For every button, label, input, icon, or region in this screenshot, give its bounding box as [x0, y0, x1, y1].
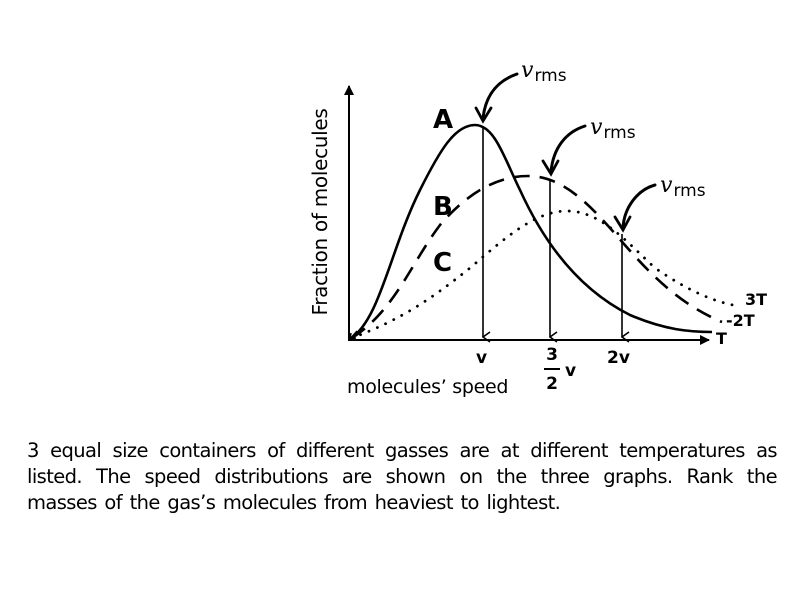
curve-b-dashed	[351, 174, 723, 340]
vrms-subscript: rms	[673, 181, 706, 201]
vrms-symbol: v	[590, 115, 603, 140]
callout-arrow-c	[621, 183, 657, 230]
temperature-label-3t: 3T	[745, 290, 768, 309]
tick-label-three-halves-v: 3 2	[544, 347, 560, 393]
fraction-bar	[544, 368, 560, 370]
vrms-annotation-c: vrms	[660, 173, 706, 200]
curve-label-b: B	[433, 192, 453, 222]
fraction-denominator: 2	[546, 374, 558, 394]
vrms-symbol: v	[660, 173, 673, 198]
fraction-numerator: 3	[546, 345, 558, 365]
temperature-label-2t: -2T	[726, 311, 755, 330]
diagram-svg	[344, 72, 740, 345]
curve-c-dotted	[350, 209, 740, 340]
curve-a-solid	[349, 123, 713, 341]
vrms-symbol: v	[521, 58, 534, 83]
tick-label-v: v	[476, 348, 488, 368]
y-axis-label: Fraction of molecules	[308, 108, 332, 316]
vrms-subscript: rms	[534, 66, 567, 86]
speed-distribution-diagram: Fraction of molecules molecules’ speed A…	[308, 58, 768, 399]
x-axis-label: molecules’ speed	[347, 376, 509, 398]
vrms-subscript: rms	[603, 123, 636, 143]
curve-label-a: A	[433, 105, 454, 135]
fraction-v: v	[565, 361, 577, 381]
vrms-annotation-a: vrms	[521, 58, 567, 85]
callout-arrow-b	[549, 124, 587, 174]
vrms-callout-arrows	[474, 72, 657, 233]
curve-label-c: C	[433, 248, 453, 278]
tick-label-2v: 2v	[607, 348, 630, 368]
question-text: 3 equal size containers of different gas…	[27, 438, 778, 514]
temperature-label-t: T	[716, 329, 727, 348]
axes	[344, 85, 710, 345]
callout-arrow-a	[481, 72, 519, 120]
vrms-drop-lines	[483, 128, 622, 337]
vrms-annotation-b: vrms	[590, 115, 636, 142]
